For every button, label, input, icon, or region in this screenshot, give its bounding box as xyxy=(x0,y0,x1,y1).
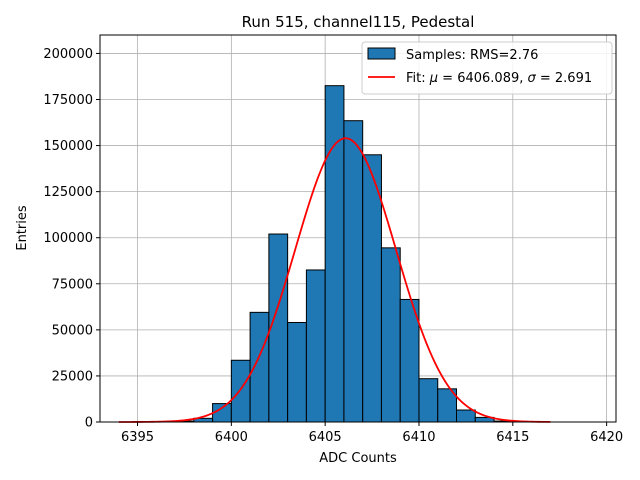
x-tick-label: 6400 xyxy=(215,430,248,445)
fit-curve-group xyxy=(118,137,551,423)
x-tick-label: 6405 xyxy=(309,430,342,445)
x-tick-label: 6420 xyxy=(590,430,623,445)
legend-fit-mid2: = 2.691 xyxy=(536,71,592,86)
legend-box xyxy=(361,41,613,95)
legend: Samples: RMS=2.76 Fit: μ = 6406.089, σ =… xyxy=(361,41,613,95)
y-tick-label: 125000 xyxy=(43,185,93,200)
y-tick-label: 0 xyxy=(85,416,93,431)
bars xyxy=(174,85,514,423)
histogram-bar xyxy=(287,321,307,423)
x-tick-label: 6410 xyxy=(402,430,435,445)
y-axis-label: Entries xyxy=(15,205,30,251)
y-tick-label: 200000 xyxy=(43,47,93,62)
mu-symbol: μ xyxy=(429,71,438,86)
plot-frame xyxy=(99,34,617,423)
histogram-bar xyxy=(305,269,326,423)
histogram-bar xyxy=(380,247,401,423)
legend-fit-mid1: = 6406.089, xyxy=(438,71,527,86)
legend-swatch-samples xyxy=(367,47,396,60)
legend-label-fit: Fit: μ = 6406.089, σ = 2.691 xyxy=(406,71,592,86)
chart-title: Run 515, channel115, Pedestal xyxy=(242,13,475,31)
histogram-bar xyxy=(324,85,345,423)
histogram-bar xyxy=(230,359,251,423)
y-tick-label: 175000 xyxy=(43,93,93,108)
legend-fit-prefix: Fit: xyxy=(406,71,430,86)
y-tick-label: 100000 xyxy=(43,231,93,246)
histogram-bar xyxy=(268,233,289,423)
y-tick-label: 50000 xyxy=(52,323,93,338)
histogram-bar xyxy=(249,311,270,423)
x-axis-label: ADC Counts xyxy=(319,451,397,466)
histogram-bar xyxy=(456,409,476,423)
sigma-symbol: σ xyxy=(528,71,537,86)
y-tick-label: 25000 xyxy=(52,369,93,384)
x-axis: 6395 6400 6405 6410 6415 6420 xyxy=(121,422,623,445)
histogram-bar xyxy=(343,120,364,423)
legend-label-samples: Samples: RMS=2.76 xyxy=(406,48,538,63)
y-tick-label: 75000 xyxy=(52,277,93,292)
y-axis: 0 25000 50000 75000 100000 125000 150000 175000… xyxy=(43,47,100,431)
x-tick-label: 6395 xyxy=(121,430,154,445)
gaussian-fit-curve xyxy=(118,137,551,423)
y-tick-label: 150000 xyxy=(43,139,93,154)
x-tick-label: 6415 xyxy=(496,430,529,445)
histogram-bar xyxy=(418,378,439,423)
